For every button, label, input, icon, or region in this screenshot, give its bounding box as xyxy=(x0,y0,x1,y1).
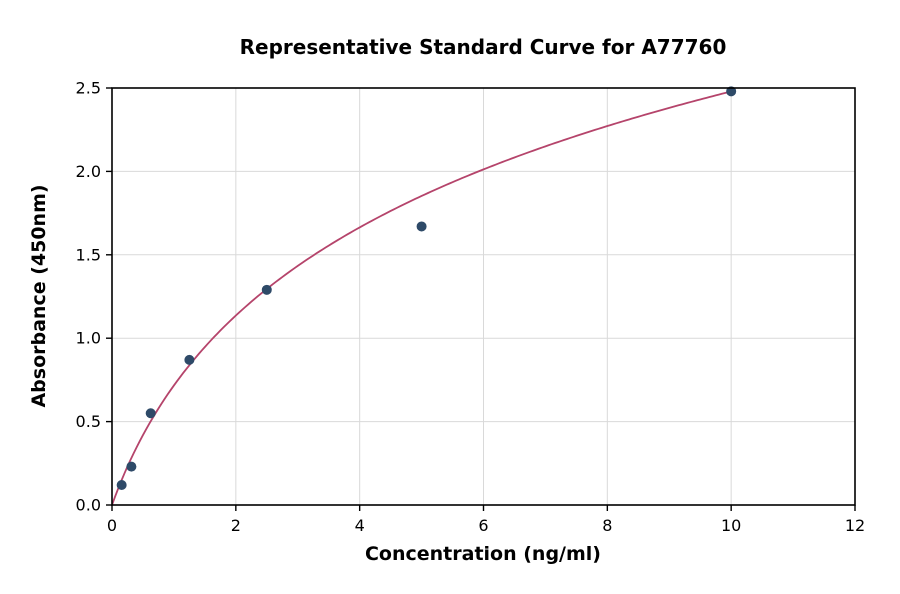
x-tick-label: 2 xyxy=(231,516,241,535)
y-tick-label: 1.5 xyxy=(76,245,101,264)
x-tick-label: 12 xyxy=(845,516,865,535)
y-axis-label: Absorbance (450nm) xyxy=(28,184,50,407)
data-point xyxy=(116,479,127,490)
x-tick-label: 6 xyxy=(478,516,488,535)
data-point xyxy=(261,284,272,295)
fit-curve xyxy=(111,90,733,506)
data-point xyxy=(416,221,427,232)
y-tick-label: 1.0 xyxy=(76,329,101,348)
y-tick-label: 0.0 xyxy=(76,496,101,515)
data-point xyxy=(726,86,737,97)
y-tick-label: 0.5 xyxy=(76,412,101,431)
x-tick-label: 10 xyxy=(721,516,741,535)
x-tick-label: 4 xyxy=(355,516,365,535)
x-tick-label: 0 xyxy=(107,516,117,535)
data-point xyxy=(126,461,137,472)
data-point xyxy=(184,354,195,365)
chart-title: Representative Standard Curve for A77760 xyxy=(240,35,727,59)
x-tick-label: 8 xyxy=(602,516,612,535)
y-tick-label: 2.0 xyxy=(76,162,101,181)
data-point xyxy=(145,408,156,419)
y-tick-label: 2.5 xyxy=(76,79,101,98)
x-axis-label: Concentration (ng/ml) xyxy=(365,543,601,565)
